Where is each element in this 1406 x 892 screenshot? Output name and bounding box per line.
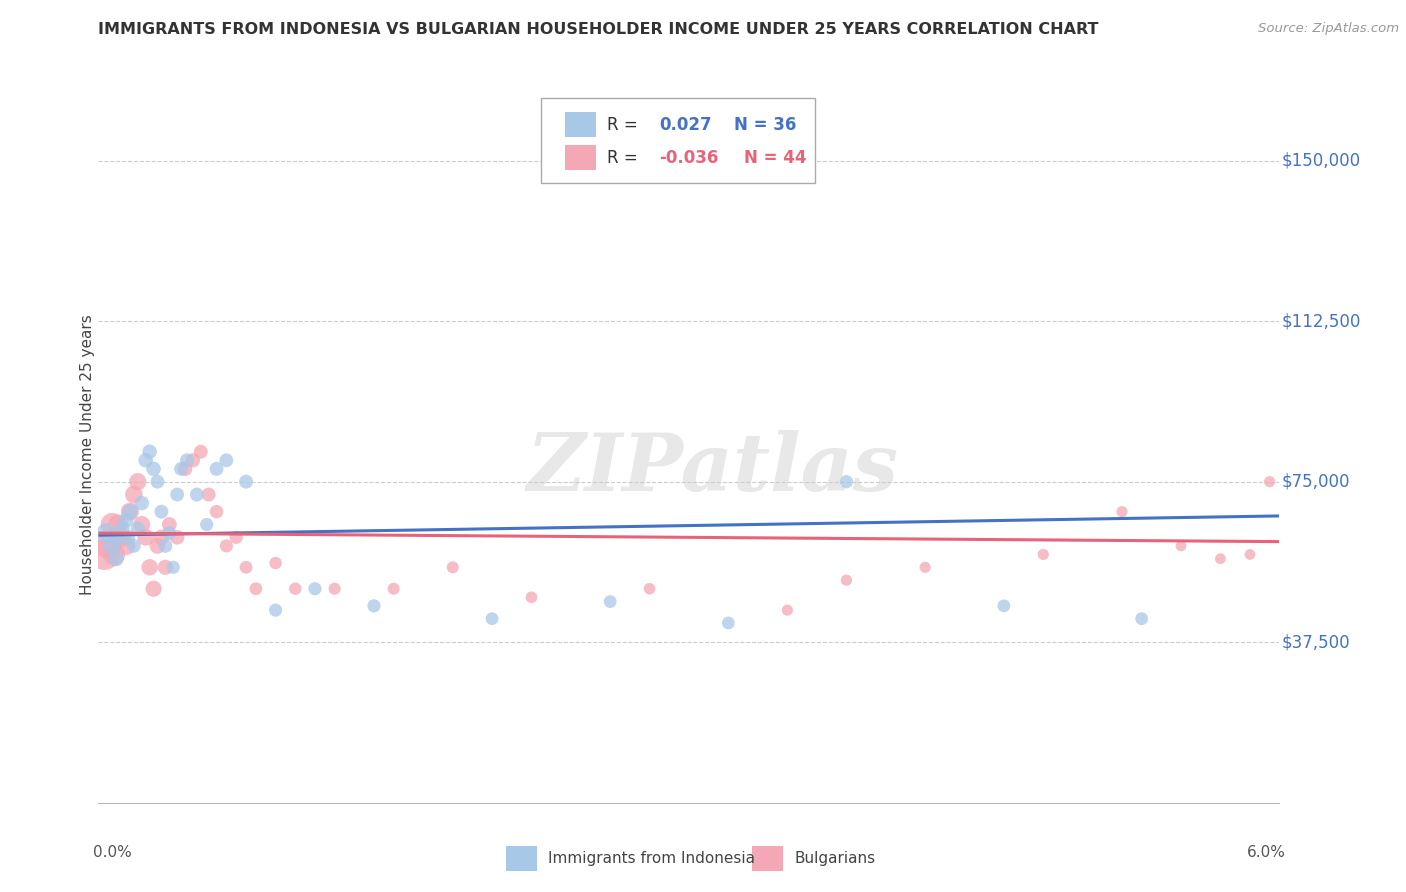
Point: [138, 560, 160, 574]
Point: [481, 612, 503, 626]
Y-axis label: Householder Income Under 25 years: Householder Income Under 25 years: [80, 315, 94, 595]
Point: [717, 615, 740, 630]
Point: [118, 505, 141, 519]
Point: [105, 551, 128, 566]
Point: [176, 453, 198, 467]
Point: [111, 522, 134, 536]
Point: [190, 444, 212, 458]
Text: Bulgarians: Bulgarians: [794, 851, 876, 865]
Text: 0.0%: 0.0%: [93, 845, 131, 860]
Point: [166, 487, 188, 501]
Point: [166, 530, 188, 544]
Point: [135, 453, 157, 467]
Point: [520, 591, 543, 605]
Point: [142, 582, 165, 596]
Text: R =: R =: [607, 116, 648, 134]
Point: [197, 487, 219, 501]
Point: [146, 475, 169, 489]
Text: ZIPatlas: ZIPatlas: [526, 430, 898, 508]
Point: [170, 462, 193, 476]
Text: $37,500: $37,500: [1282, 633, 1350, 651]
Point: [155, 560, 177, 574]
Point: [835, 573, 858, 587]
Point: [382, 582, 405, 596]
Point: [131, 496, 153, 510]
Point: [186, 487, 208, 501]
Point: [101, 539, 124, 553]
Point: [96, 526, 118, 541]
Point: [1258, 475, 1281, 489]
Point: [115, 513, 138, 527]
Point: [138, 444, 160, 458]
Point: [1111, 505, 1133, 519]
Point: [215, 453, 238, 467]
Point: [835, 475, 858, 489]
Point: [225, 530, 247, 544]
Text: $75,000: $75,000: [1282, 473, 1350, 491]
Point: [103, 548, 125, 562]
Point: [157, 526, 180, 541]
Text: -0.036: -0.036: [659, 149, 718, 167]
Point: [1209, 551, 1232, 566]
Point: [97, 539, 120, 553]
Point: [122, 487, 145, 501]
Point: [146, 539, 169, 553]
Point: [205, 505, 228, 519]
Point: [93, 548, 115, 562]
Text: $150,000: $150,000: [1282, 152, 1361, 169]
Point: [235, 475, 257, 489]
Point: [127, 522, 149, 536]
Point: [127, 475, 149, 489]
Point: [155, 539, 177, 553]
Text: IMMIGRANTS FROM INDONESIA VS BULGARIAN HOUSEHOLDER INCOME UNDER 25 YEARS CORRELA: IMMIGRANTS FROM INDONESIA VS BULGARIAN H…: [98, 22, 1099, 37]
Text: Immigrants from Indonesia: Immigrants from Indonesia: [548, 851, 755, 865]
Point: [111, 530, 134, 544]
Point: [441, 560, 464, 574]
Point: [101, 517, 124, 532]
Point: [162, 560, 184, 574]
Point: [118, 505, 141, 519]
Point: [122, 539, 145, 553]
Point: [131, 517, 153, 532]
Text: Source: ZipAtlas.com: Source: ZipAtlas.com: [1258, 22, 1399, 36]
Point: [107, 530, 129, 544]
Point: [1130, 612, 1153, 626]
Text: N = 44: N = 44: [744, 149, 806, 167]
Point: [1170, 539, 1192, 553]
Point: [245, 582, 267, 596]
Point: [195, 517, 218, 532]
Point: [993, 599, 1015, 613]
Point: [363, 599, 385, 613]
Text: R =: R =: [607, 149, 644, 167]
Point: [1239, 548, 1261, 562]
Point: [599, 594, 621, 608]
Text: $112,500: $112,500: [1282, 312, 1361, 330]
Text: N = 36: N = 36: [734, 116, 796, 134]
Point: [776, 603, 799, 617]
Point: [235, 560, 257, 574]
Point: [215, 539, 238, 553]
Point: [135, 530, 157, 544]
Point: [157, 517, 180, 532]
Point: [264, 603, 287, 617]
Point: [304, 582, 326, 596]
Point: [107, 517, 129, 532]
Point: [181, 453, 204, 467]
Point: [914, 560, 936, 574]
Point: [264, 556, 287, 570]
Point: [1032, 548, 1054, 562]
Text: 0.027: 0.027: [659, 116, 711, 134]
Point: [150, 505, 173, 519]
Point: [115, 539, 138, 553]
Point: [142, 462, 165, 476]
Point: [205, 462, 228, 476]
Point: [638, 582, 661, 596]
Point: [117, 530, 139, 544]
Text: 6.0%: 6.0%: [1247, 845, 1285, 860]
Point: [150, 530, 173, 544]
Point: [174, 462, 197, 476]
Point: [284, 582, 307, 596]
Point: [323, 582, 346, 596]
